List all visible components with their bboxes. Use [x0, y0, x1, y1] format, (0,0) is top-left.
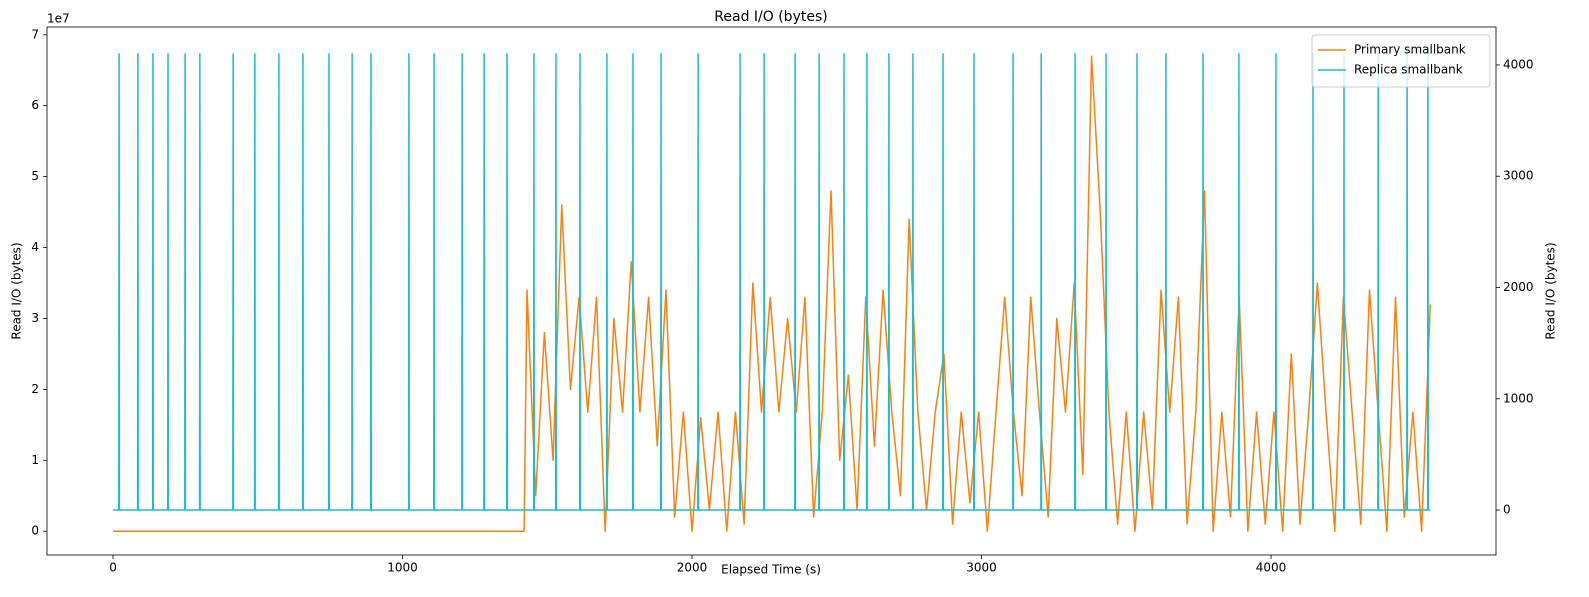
chart-title: Read I/O (bytes): [714, 9, 827, 25]
y-tick-label: 7: [31, 27, 39, 41]
y2-tick-label: 4000: [1503, 57, 1534, 71]
x-tick-label: 0: [109, 561, 117, 575]
y-tick-label: 1: [31, 453, 39, 467]
axes-frame: [46, 26, 1497, 556]
x-axis-label: Elapsed Time (s): [721, 563, 821, 577]
y-tick-label: 6: [31, 98, 39, 112]
series-line: [113, 53, 1431, 511]
x-tick-label: 2000: [677, 561, 708, 575]
y-tick-label: 4: [31, 240, 39, 254]
x-tick-label: 3000: [966, 561, 997, 575]
y2-axis-label: Read I/O (bytes): [1544, 242, 1558, 339]
y-tick-label: 0: [31, 524, 39, 538]
legend-label: Replica smallbank: [1354, 63, 1463, 77]
legend: Primary smallbank Replica smallbank: [1311, 34, 1491, 88]
y-tick-label: 3: [31, 311, 39, 325]
y2-tick-label: 2000: [1503, 280, 1534, 294]
y-offset-label: 1e7: [47, 12, 70, 26]
y-tick-label: 2: [31, 382, 39, 396]
x-tick-label: 1000: [387, 561, 418, 575]
y-tick-label: 5: [31, 169, 39, 183]
y2-tick-label: 1000: [1503, 391, 1534, 405]
legend-box: [1311, 34, 1491, 88]
y2-tick-label: 0: [1503, 503, 1511, 517]
x-tick-label: 4000: [1256, 561, 1287, 575]
y-axis-label: Read I/O (bytes): [10, 242, 24, 339]
y2-tick-label: 3000: [1503, 169, 1534, 183]
plot-area: [113, 53, 1432, 532]
series-line: [113, 55, 1432, 532]
legend-label: Primary smallbank: [1354, 43, 1466, 57]
